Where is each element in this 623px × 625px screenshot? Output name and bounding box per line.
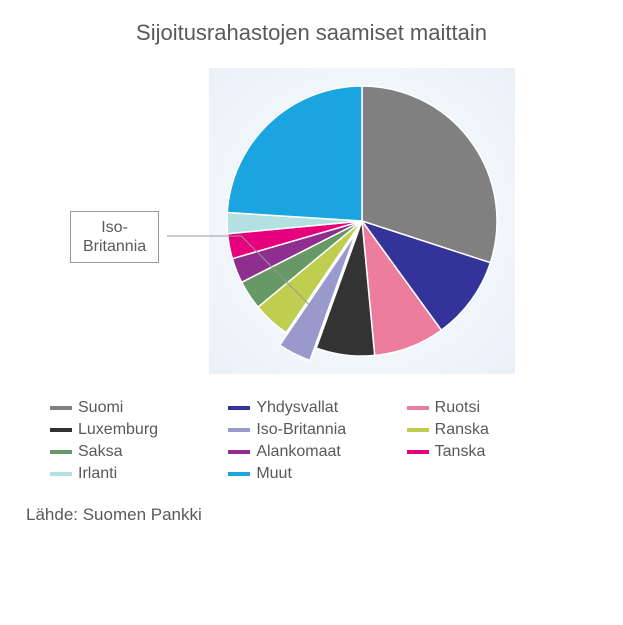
pie-area: Iso-Britannia: [20, 61, 603, 381]
legend-swatch: [407, 406, 429, 410]
legend-label: Tanska: [435, 443, 486, 461]
legend-label: Saksa: [78, 443, 122, 461]
legend-item-alankomaat: Alankomaat: [228, 443, 394, 461]
legend-label: Irlanti: [78, 465, 117, 483]
chart-title: Sijoitusrahastojen saamiset maittain: [20, 20, 603, 46]
legend-swatch: [50, 450, 72, 454]
source-label: Lähde: Suomen Pankki: [20, 505, 603, 525]
legend-item-suomi: Suomi: [50, 399, 216, 417]
legend-swatch: [407, 450, 429, 454]
legend-swatch: [228, 428, 250, 432]
legend: Suomi Yhdysvallat Ruotsi Luxemburg Iso-Brita…: [20, 399, 603, 483]
legend-label: Alankomaat: [256, 443, 341, 461]
legend-label: Yhdysvallat: [256, 399, 338, 417]
legend-label: Iso-Britannia: [256, 421, 346, 439]
legend-label: Ruotsi: [435, 399, 480, 417]
legend-label: Ranska: [435, 421, 489, 439]
legend-item-saksa: Saksa: [50, 443, 216, 461]
legend-item-muut: Muut: [228, 465, 394, 483]
legend-swatch: [50, 472, 72, 476]
legend-item-luxemburg: Luxemburg: [50, 421, 216, 439]
legend-swatch: [228, 450, 250, 454]
legend-item-tanska: Tanska: [407, 443, 573, 461]
chart-container: Sijoitusrahastojen saamiset maittain Iso…: [20, 20, 603, 525]
legend-swatch: [228, 472, 250, 476]
legend-item-yhdysvallat: Yhdysvallat: [228, 399, 394, 417]
legend-item-ruotsi: Ruotsi: [407, 399, 573, 417]
legend-label: Luxemburg: [78, 421, 158, 439]
legend-swatch: [228, 406, 250, 410]
legend-swatch: [50, 406, 72, 410]
legend-item-irlanti: Irlanti: [50, 465, 216, 483]
legend-swatch: [407, 428, 429, 432]
legend-item-ranska: Ranska: [407, 421, 573, 439]
legend-swatch: [50, 428, 72, 432]
legend-item-iso-britannia: Iso-Britannia: [228, 421, 394, 439]
legend-label: Muut: [256, 465, 292, 483]
callout-iso-britannia: Iso-Britannia: [70, 211, 159, 263]
legend-label: Suomi: [78, 399, 123, 417]
